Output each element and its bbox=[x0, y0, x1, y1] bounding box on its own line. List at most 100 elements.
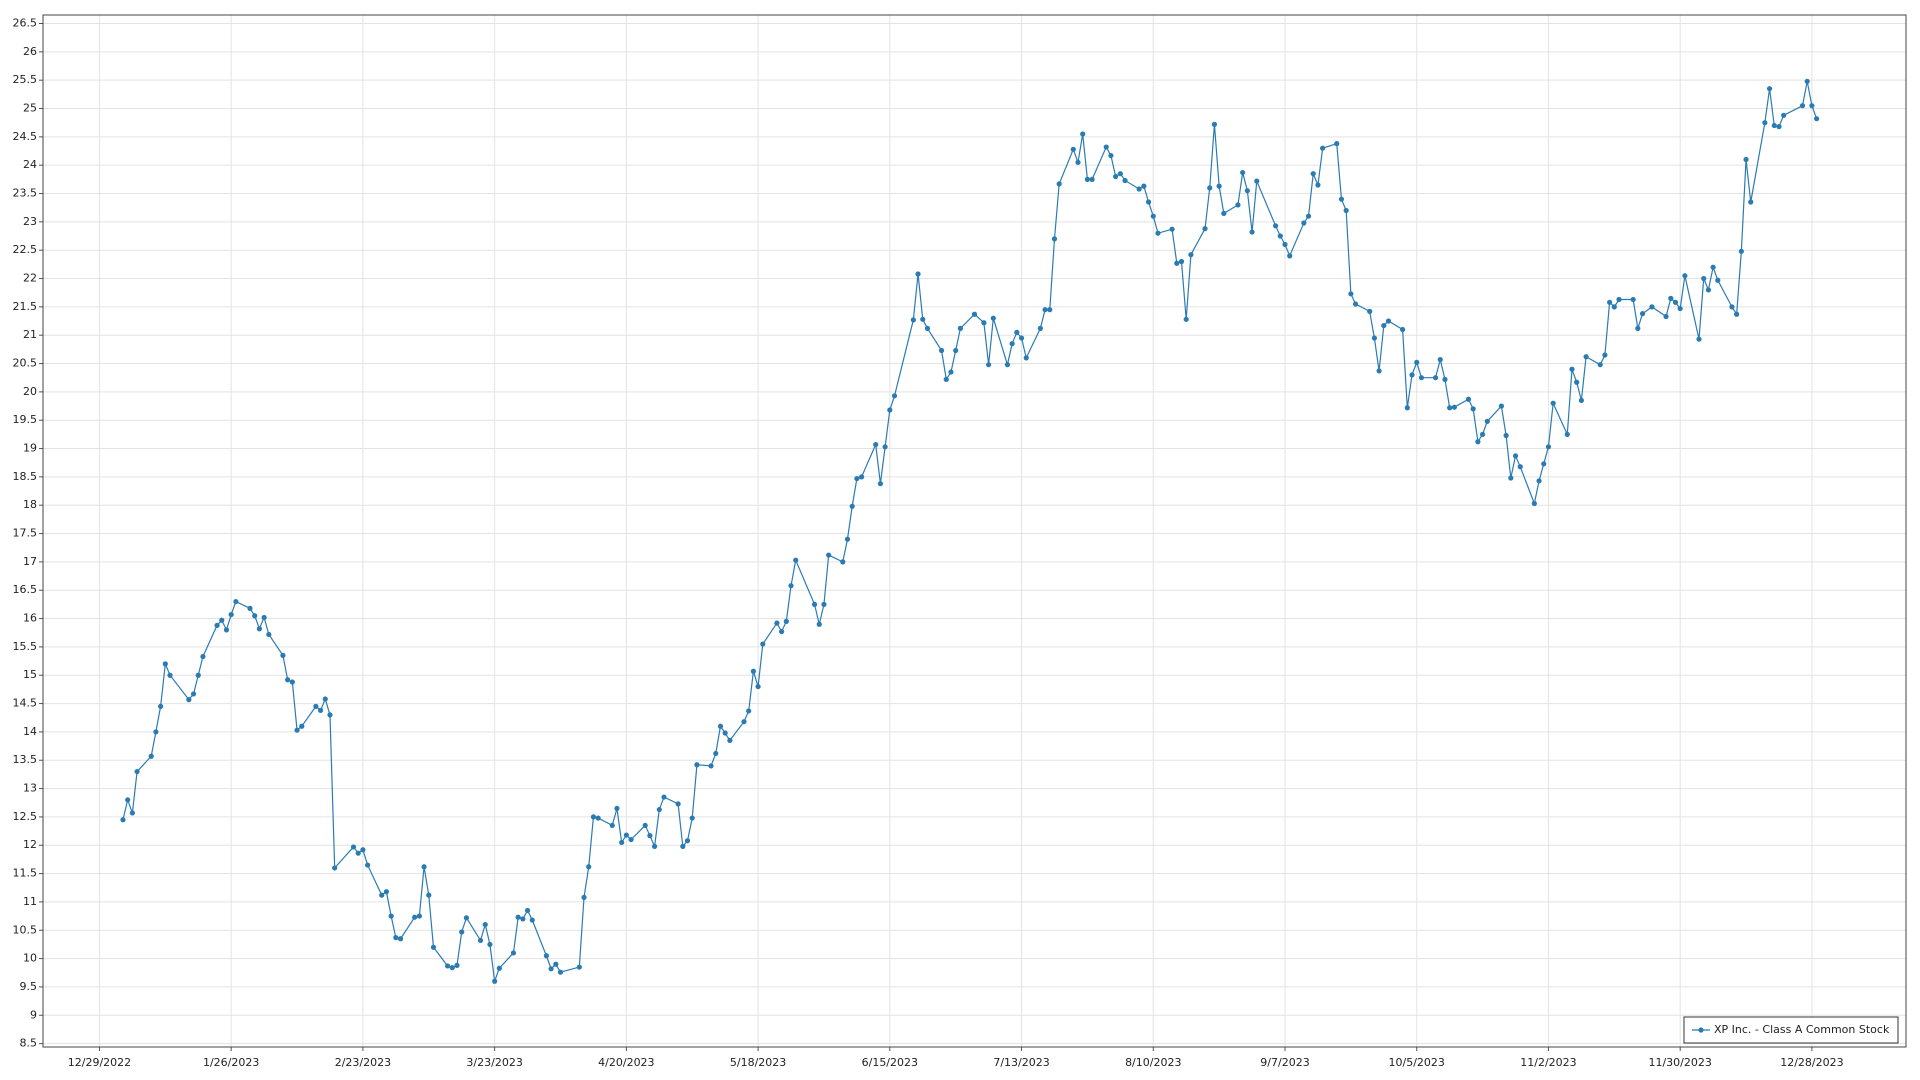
data-point bbox=[1211, 121, 1218, 127]
plot-frame bbox=[42, 14, 1907, 1048]
data-point bbox=[689, 815, 695, 821]
x-tick-label: 1/26/2023 bbox=[203, 1056, 259, 1069]
x-tick-label: 11/30/2023 bbox=[1648, 1056, 1711, 1069]
data-point bbox=[1607, 299, 1613, 305]
data-point bbox=[487, 941, 493, 948]
data-point bbox=[1254, 178, 1260, 184]
y-tick-label: 14.5 bbox=[13, 697, 38, 710]
data-point bbox=[557, 969, 564, 975]
data-point bbox=[840, 559, 846, 565]
data-point bbox=[444, 963, 451, 969]
data-point bbox=[1804, 78, 1810, 84]
data-point bbox=[783, 618, 789, 624]
y-tick-label: 19.5 bbox=[13, 413, 38, 426]
data-point bbox=[1517, 464, 1523, 470]
data-point bbox=[1743, 156, 1749, 163]
y-tick-label: 11 bbox=[23, 895, 37, 908]
data-point bbox=[1221, 210, 1227, 216]
data-point bbox=[223, 627, 230, 633]
data-point bbox=[548, 966, 554, 972]
data-point bbox=[1371, 335, 1377, 341]
data-point bbox=[477, 937, 484, 944]
data-point bbox=[327, 712, 333, 718]
data-point bbox=[289, 679, 295, 685]
legend-box bbox=[1683, 1016, 1899, 1044]
legend: XP Inc. - Class A Common Stock bbox=[1683, 1016, 1899, 1044]
data-point bbox=[360, 847, 366, 853]
data-point bbox=[1470, 406, 1476, 412]
y-tick-label: 18 bbox=[23, 498, 37, 511]
y-tick-label: 10.5 bbox=[13, 923, 38, 936]
data-point bbox=[1207, 185, 1213, 191]
data-point bbox=[722, 730, 728, 736]
data-point bbox=[651, 843, 658, 849]
x-tick-label: 7/13/2023 bbox=[993, 1056, 1049, 1069]
data-point bbox=[708, 763, 714, 769]
data-point bbox=[887, 407, 893, 413]
data-point bbox=[1282, 241, 1288, 248]
data-point bbox=[760, 641, 766, 647]
data-point bbox=[1155, 230, 1161, 236]
x-tick-label: 9/7/2023 bbox=[1260, 1056, 1309, 1069]
data-point bbox=[1484, 418, 1490, 424]
data-point bbox=[1475, 439, 1481, 445]
data-point bbox=[1536, 478, 1542, 484]
data-point bbox=[614, 805, 620, 812]
data-point bbox=[129, 810, 135, 816]
data-point bbox=[581, 894, 587, 900]
data-point bbox=[873, 441, 879, 448]
data-point bbox=[365, 862, 371, 868]
y-tick-label: 13.5 bbox=[13, 753, 38, 766]
data-point bbox=[1169, 226, 1175, 232]
data-point bbox=[299, 723, 305, 729]
data-point bbox=[492, 978, 498, 984]
data-point bbox=[1305, 213, 1312, 219]
data-point bbox=[1240, 169, 1246, 176]
data-point bbox=[1701, 275, 1707, 282]
data-point bbox=[228, 611, 234, 618]
data-point bbox=[1075, 159, 1081, 165]
data-point bbox=[1103, 144, 1109, 150]
data-point bbox=[647, 833, 653, 839]
data-point bbox=[1042, 307, 1048, 313]
data-point bbox=[1174, 260, 1180, 266]
data-point bbox=[680, 843, 686, 849]
data-point bbox=[153, 729, 159, 735]
data-point bbox=[1437, 356, 1443, 363]
y-tick-label: 23.5 bbox=[13, 187, 38, 200]
data-point bbox=[586, 864, 592, 870]
data-point bbox=[938, 347, 945, 354]
data-point bbox=[1315, 182, 1321, 188]
data-point bbox=[1479, 431, 1486, 437]
y-tick-label: 25 bbox=[23, 102, 37, 115]
data-point bbox=[148, 753, 154, 759]
data-point bbox=[1150, 213, 1156, 219]
data-point bbox=[953, 347, 959, 354]
legend-marker bbox=[1698, 1027, 1704, 1033]
data-point bbox=[1508, 475, 1514, 481]
data-point bbox=[1531, 500, 1537, 507]
y-tick-label: 21.5 bbox=[13, 300, 38, 313]
data-point bbox=[1649, 304, 1655, 310]
data-point bbox=[1799, 103, 1806, 109]
data-point bbox=[1338, 196, 1345, 202]
data-point bbox=[1663, 313, 1669, 320]
data-point bbox=[515, 914, 521, 920]
data-point bbox=[590, 814, 597, 820]
data-point bbox=[642, 822, 648, 829]
y-tick-label: 23 bbox=[23, 215, 37, 228]
data-point bbox=[1781, 112, 1787, 118]
data-point bbox=[524, 907, 531, 914]
data-point bbox=[1080, 131, 1086, 137]
data-point bbox=[543, 953, 549, 959]
data-point bbox=[1541, 461, 1547, 467]
y-tick-label: 20 bbox=[23, 385, 37, 398]
data-point bbox=[920, 316, 926, 322]
data-point bbox=[1414, 359, 1420, 366]
data-point bbox=[741, 719, 747, 725]
data-point bbox=[788, 583, 794, 589]
data-point bbox=[1814, 116, 1820, 122]
x-tick-label: 4/20/2023 bbox=[598, 1056, 654, 1069]
data-point bbox=[1766, 86, 1773, 92]
data-point bbox=[858, 474, 865, 480]
